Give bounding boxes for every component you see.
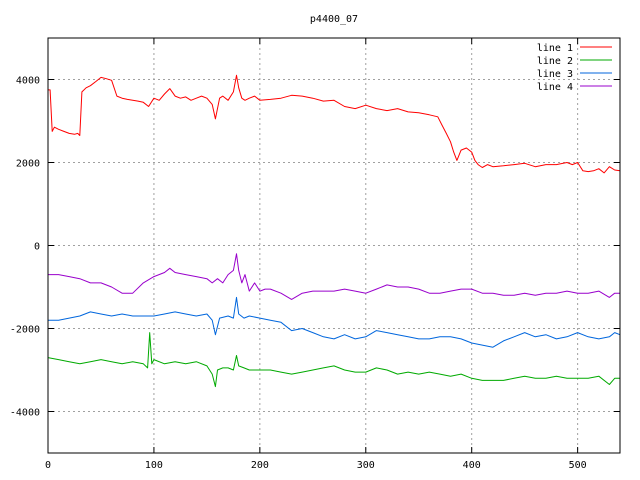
legend-label-1: line 1 bbox=[537, 43, 573, 54]
y-axis-ticks: -4000 -2000 0 2000 4000 bbox=[10, 76, 620, 419]
y-tick-label: 0 bbox=[34, 242, 40, 253]
x-tick-label: 100 bbox=[145, 460, 163, 471]
x-tick-label: 300 bbox=[357, 460, 375, 471]
x-tick-label: 400 bbox=[463, 460, 481, 471]
x-tick-label: 200 bbox=[251, 460, 269, 471]
grid bbox=[48, 38, 620, 453]
x-tick-label: 500 bbox=[569, 460, 587, 471]
legend: line 1 line 2 line 3 line 4 bbox=[537, 43, 612, 93]
series-line-4 bbox=[48, 253, 620, 300]
y-tick-label: 4000 bbox=[16, 76, 40, 87]
y-tick-label: 2000 bbox=[16, 159, 40, 170]
series-line-3 bbox=[48, 296, 621, 348]
series-line-2 bbox=[47, 332, 620, 388]
legend-label-3: line 3 bbox=[537, 69, 573, 80]
y-tick-label: -2000 bbox=[10, 325, 40, 336]
chart-title: p4400_07 bbox=[310, 14, 358, 25]
x-tick-label: 0 bbox=[45, 460, 51, 471]
series-line-1 bbox=[48, 74, 621, 174]
legend-label-2: line 2 bbox=[537, 56, 573, 67]
legend-label-4: line 4 bbox=[537, 82, 573, 93]
series-lines bbox=[47, 74, 621, 388]
y-tick-label: -4000 bbox=[10, 408, 40, 419]
x-axis-ticks: 0 100 200 300 400 500 bbox=[45, 38, 587, 471]
